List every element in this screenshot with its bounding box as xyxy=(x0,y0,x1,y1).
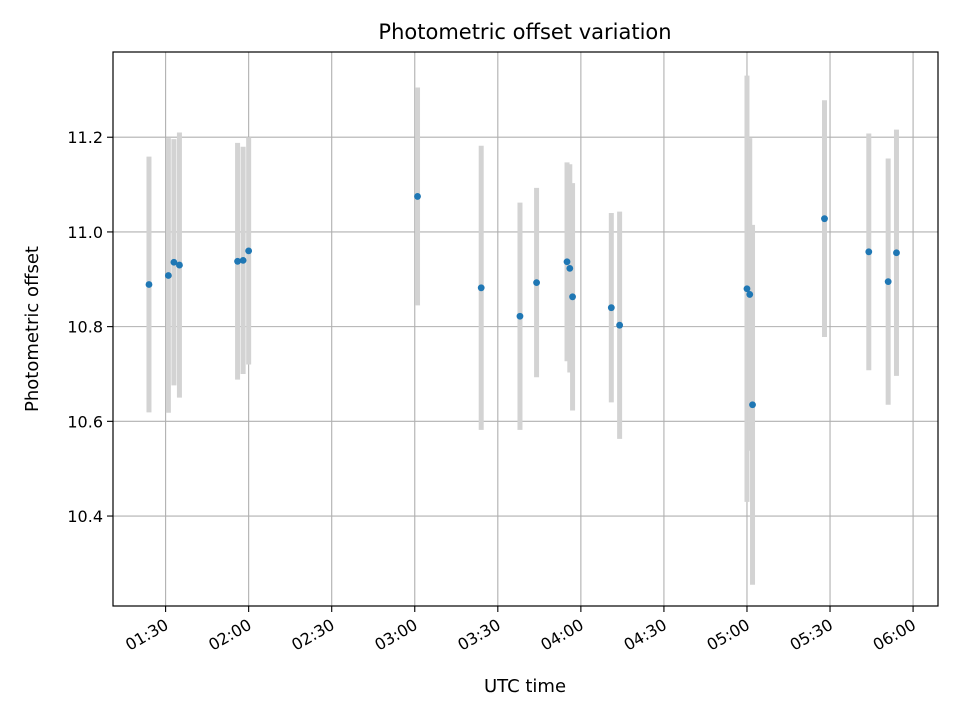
data-point xyxy=(176,261,183,269)
data-point xyxy=(743,285,751,293)
chart-title: Photometric offset variation xyxy=(378,20,671,44)
point-layer xyxy=(145,193,900,409)
data-point xyxy=(477,284,485,292)
data-point xyxy=(234,257,241,265)
x-axis-title: UTC time xyxy=(484,676,566,697)
data-point xyxy=(170,258,178,266)
data-point xyxy=(607,304,615,312)
y-tick-label: 10.8 xyxy=(67,318,103,337)
data-point xyxy=(746,291,754,298)
data-point xyxy=(566,264,574,272)
data-point xyxy=(414,193,421,200)
y-tick-label: 11.0 xyxy=(67,223,103,242)
data-point xyxy=(884,278,892,286)
data-point xyxy=(145,281,153,288)
y-axis-title: Photometric offset xyxy=(22,246,43,412)
data-point xyxy=(821,215,828,223)
plot-frame xyxy=(112,51,939,607)
data-point xyxy=(516,312,524,320)
y-tick-layer: 10.4 10.6 10.8 11.0 11.2 xyxy=(67,128,113,526)
data-point xyxy=(865,248,873,256)
data-point xyxy=(749,401,756,409)
y-tick-label: 11.2 xyxy=(67,128,103,147)
y-tick-label: 10.4 xyxy=(67,507,103,526)
data-point xyxy=(164,272,172,279)
data-point xyxy=(563,258,571,266)
data-point xyxy=(893,249,900,257)
y-tick-label: 10.6 xyxy=(67,412,103,431)
data-point xyxy=(533,279,540,286)
data-point xyxy=(239,256,247,264)
data-point xyxy=(616,321,624,329)
data-point xyxy=(569,293,576,301)
data-point xyxy=(245,247,253,255)
